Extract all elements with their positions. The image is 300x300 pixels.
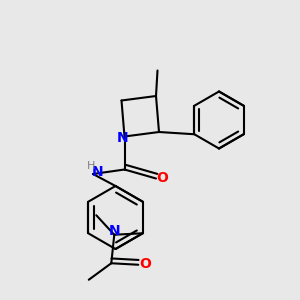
Text: N: N — [109, 224, 120, 238]
Text: O: O — [157, 171, 169, 185]
Text: H: H — [86, 160, 95, 171]
Text: N: N — [92, 166, 103, 179]
Text: O: O — [139, 257, 151, 271]
Text: N: N — [116, 131, 128, 145]
